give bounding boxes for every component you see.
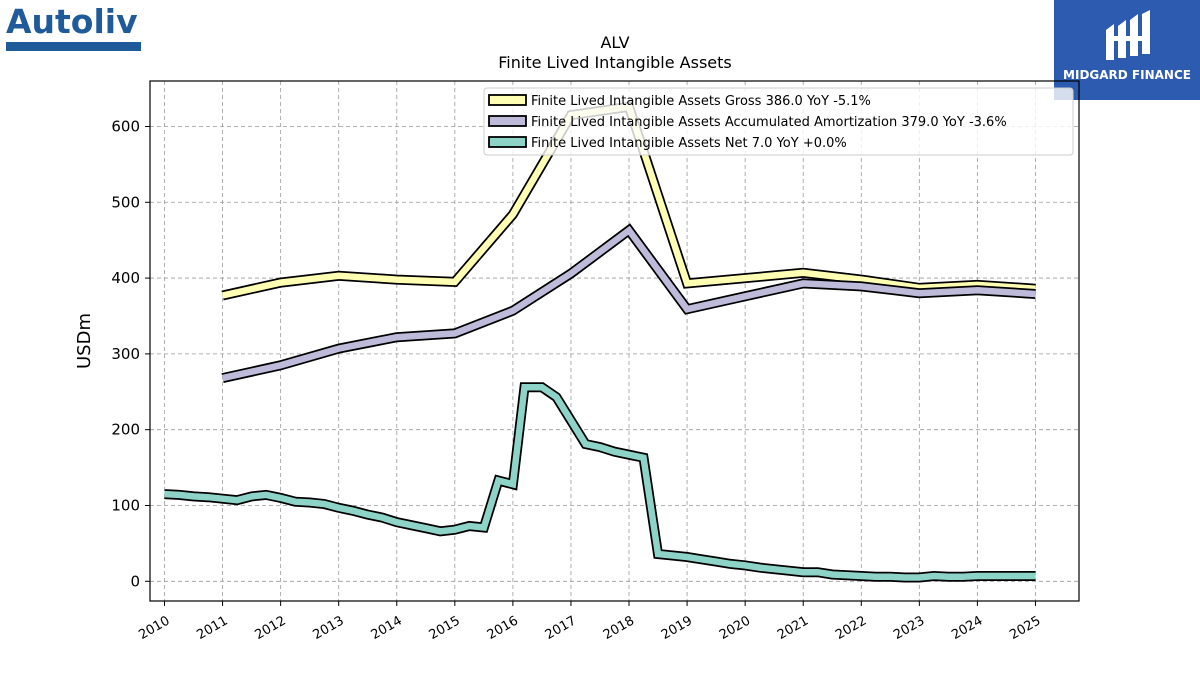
x-tick-label: 2013 xyxy=(311,613,347,643)
autoliv-logo-underline xyxy=(6,42,141,51)
x-tick-label: 2024 xyxy=(949,613,985,643)
autoliv-logo-text: Autoliv xyxy=(6,2,138,41)
legend-label: Finite Lived Intangible Assets Accumulat… xyxy=(531,115,1007,130)
y-tick-label: 0 xyxy=(130,572,140,590)
plot-frame xyxy=(149,80,1080,602)
legend: Finite Lived Intangible Assets Gross 386… xyxy=(483,87,1074,156)
legend-label: Finite Lived Intangible Assets Gross 386… xyxy=(531,94,871,109)
autoliv-logo: Autoliv xyxy=(6,4,142,52)
x-tick-label: 2025 xyxy=(1007,613,1043,643)
y-tick-label: 500 xyxy=(111,193,140,211)
legend-box xyxy=(483,87,1074,156)
y-tick-label: 100 xyxy=(111,496,140,514)
y-tick-label: 400 xyxy=(111,269,140,287)
x-tick-label: 2020 xyxy=(717,613,753,643)
chart-title: ALV xyxy=(600,33,629,52)
x-tick-label: 2018 xyxy=(601,613,637,643)
y-tick-label: 200 xyxy=(111,421,140,439)
x-tick-label: 2017 xyxy=(543,613,579,643)
x-tick-label: 2012 xyxy=(252,613,288,643)
x-tick-label: 2010 xyxy=(136,613,172,643)
series-line-1 xyxy=(221,225,1036,382)
x-tick-label: 2023 xyxy=(891,613,927,643)
x-tick-label: 2014 xyxy=(369,613,405,643)
x-tick-label: 2021 xyxy=(775,613,811,643)
x-tick-label: 2011 xyxy=(194,613,230,643)
x-tick-label: 2019 xyxy=(659,613,695,643)
midgard-mark-icon xyxy=(1106,10,1150,60)
y-tick-label: 300 xyxy=(111,345,140,363)
y-axis-ticks: 0 100 200 300 400 500 600 xyxy=(111,117,150,590)
midgard-finance-logo: MIDGARD FINANCE xyxy=(1054,0,1200,100)
midgard-logo-text: MIDGARD FINANCE xyxy=(1063,68,1191,82)
grid-lines xyxy=(150,81,1079,601)
x-tick-label: 2016 xyxy=(485,613,521,643)
x-tick-label: 2015 xyxy=(427,613,463,643)
y-axis-label: USDm xyxy=(74,313,95,369)
series-layer xyxy=(164,101,1036,583)
chart-subtitle: Finite Lived Intangible Assets xyxy=(498,53,731,72)
y-tick-label: 600 xyxy=(111,117,140,135)
x-axis-ticks: 2010 2011 2012 2013 2014 2015 2016 2017 2018 2019… xyxy=(136,601,1043,643)
x-tick-label: 2022 xyxy=(833,613,869,643)
legend-swatch xyxy=(488,136,527,148)
series-outline-2 xyxy=(164,382,1036,583)
series-line-2 xyxy=(164,383,1036,581)
legend-label: Finite Lived Intangible Assets Net 7.0 Y… xyxy=(531,136,847,151)
legend-swatch xyxy=(488,94,527,106)
legend-swatch xyxy=(488,115,527,127)
